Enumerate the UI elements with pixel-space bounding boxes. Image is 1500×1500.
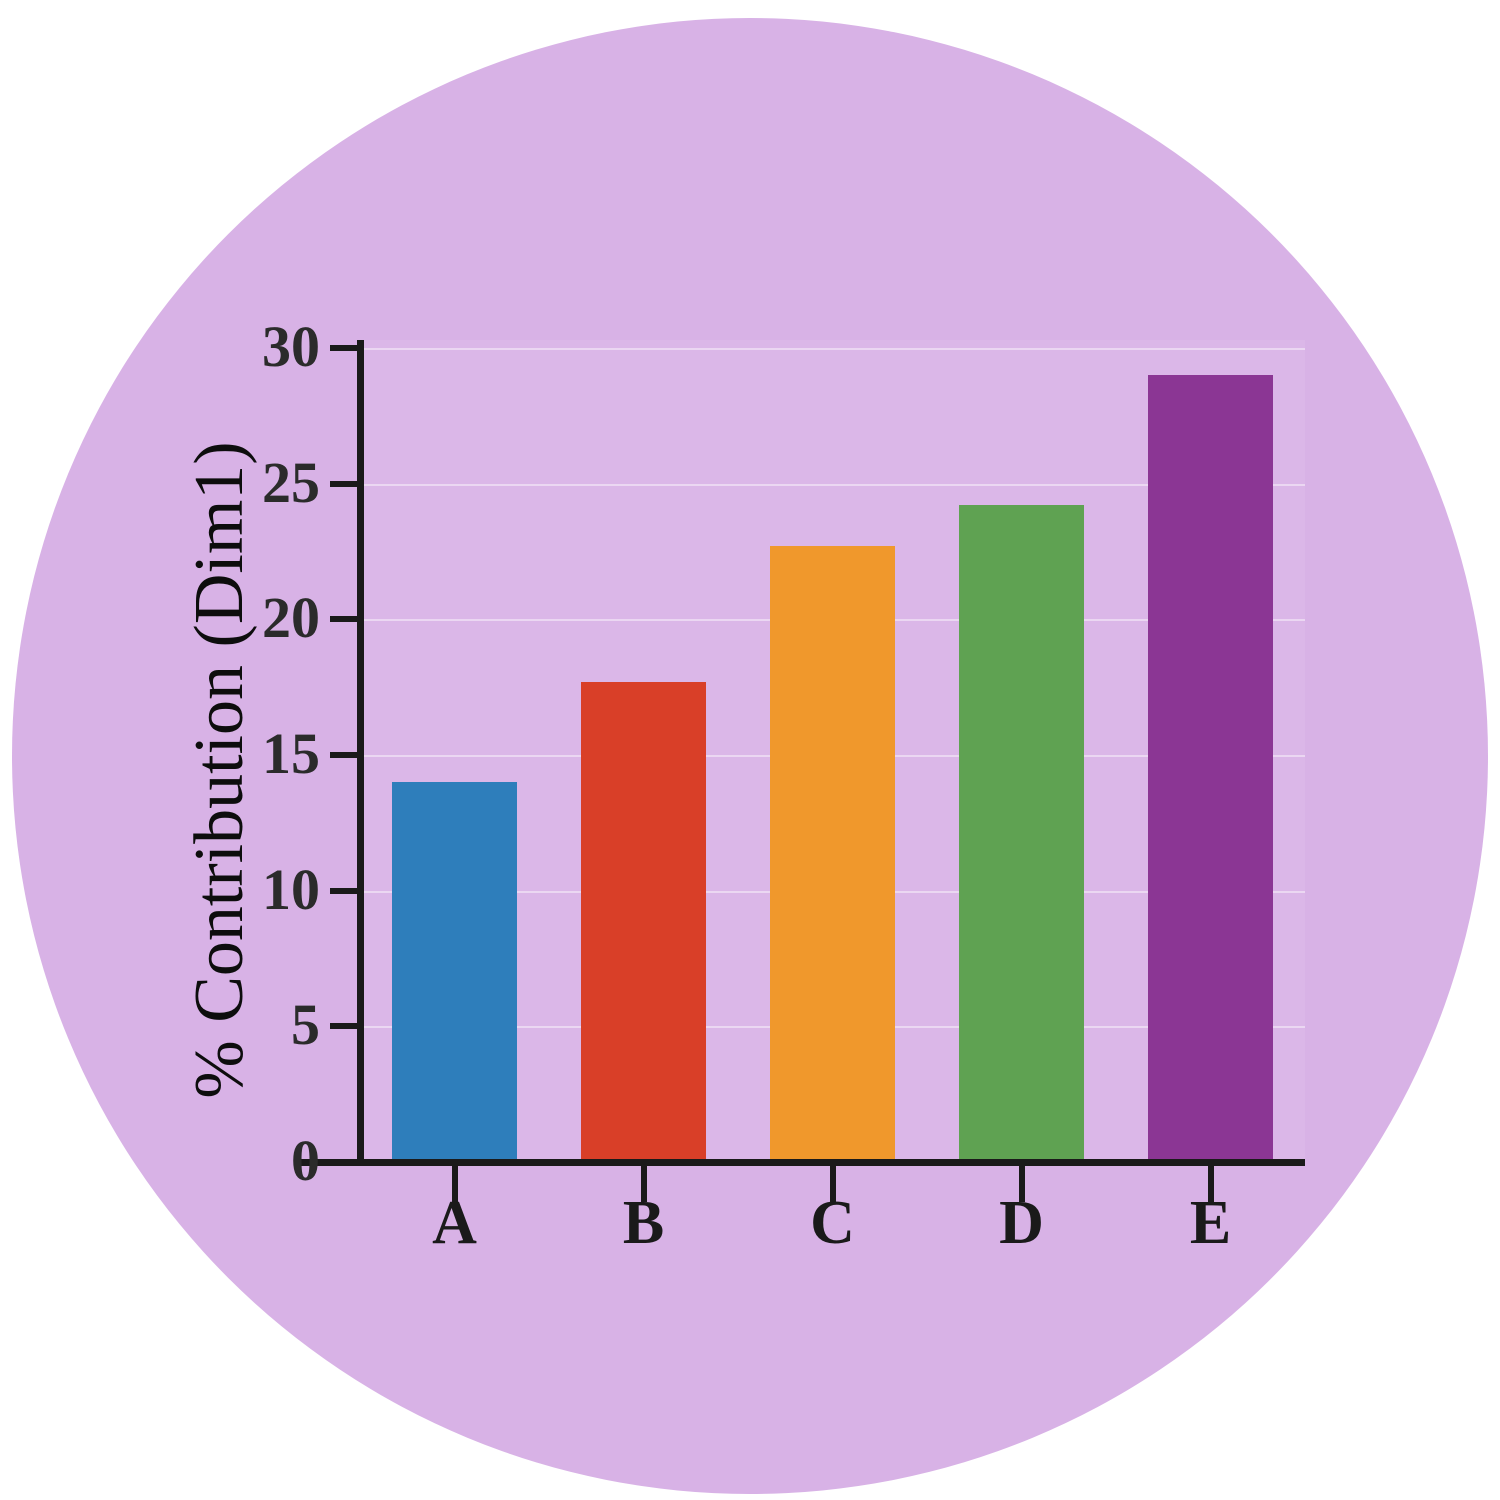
x-tick-mark-B <box>640 1166 647 1202</box>
bar-C[interactable] <box>770 546 895 1162</box>
x-tick-mark-D <box>1018 1166 1025 1202</box>
x-tick-label-C: C <box>810 1189 855 1257</box>
y-axis-line <box>357 340 364 1166</box>
gridline-30 <box>360 348 1305 350</box>
y-tick-mark-30 <box>330 345 360 351</box>
y-tick-mark-10 <box>330 887 360 894</box>
y-tick-label-25: 25 <box>262 449 320 515</box>
x-tick-mark-A <box>451 1166 458 1202</box>
y-tick-label-5: 5 <box>291 992 320 1058</box>
x-tick-mark-E <box>1207 1166 1214 1202</box>
x-tick-label-D: D <box>999 1189 1044 1257</box>
y-tick-label-30: 30 <box>262 314 320 379</box>
y-tick-label-15: 15 <box>262 721 320 786</box>
y-tick-mark-25 <box>330 480 360 487</box>
bar-A[interactable] <box>392 782 517 1162</box>
y-tick-mark-5 <box>330 1023 360 1030</box>
bar-B[interactable] <box>581 681 706 1162</box>
y-tick-label-0: 0 <box>291 1128 320 1193</box>
y-tick-mark-20 <box>330 616 360 623</box>
x-axis-line <box>300 1159 1305 1166</box>
x-tick-label-E: E <box>1189 1189 1232 1257</box>
bar-D[interactable] <box>959 505 1084 1162</box>
x-tick-label-A: A <box>432 1189 477 1257</box>
bar-E[interactable] <box>1148 375 1273 1162</box>
y-tick-label-10: 10 <box>262 856 320 922</box>
y-tick-label-20: 20 <box>262 585 320 651</box>
bars-layer <box>392 375 1273 1162</box>
x-tick-mark-C <box>829 1166 836 1202</box>
y-tick-mark-0 <box>330 1159 360 1165</box>
gridline-25 <box>360 483 1305 486</box>
y-axis-tick-labels: 0 5 10 15 20 25 30 <box>160 0 320 1500</box>
y-tick-mark-15 <box>330 752 360 758</box>
x-tick-label-B: B <box>622 1189 665 1257</box>
